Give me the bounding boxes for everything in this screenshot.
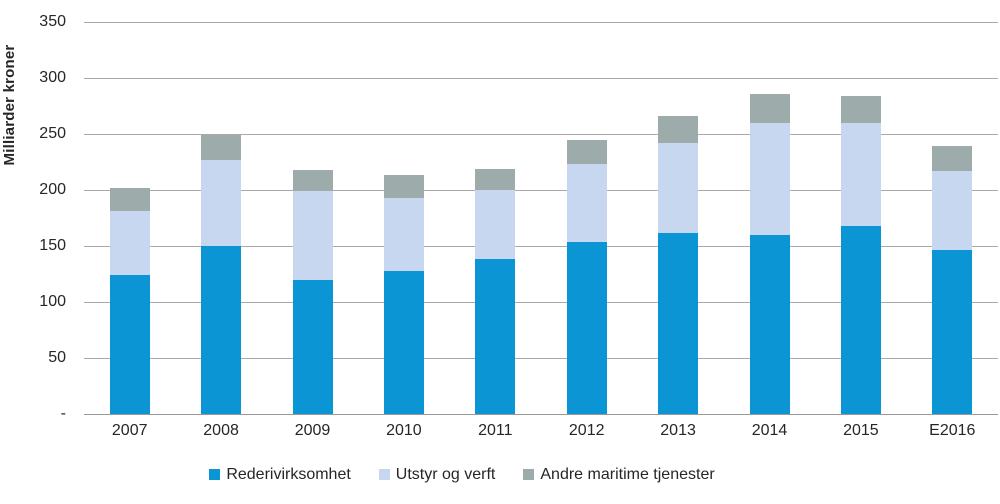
legend-swatch-icon [378, 468, 390, 480]
y-tick-label: 100 [39, 293, 66, 310]
bar-segment [658, 116, 699, 143]
bar-segment [475, 259, 516, 414]
x-axis-label: 2009 [294, 422, 331, 439]
bar-segment [840, 122, 881, 226]
plot-area [84, 21, 998, 415]
gridline [84, 357, 998, 359]
bar-segment [566, 241, 607, 414]
x-axis-label: 2015 [843, 422, 879, 439]
gridline [84, 301, 998, 303]
x-axis-label: 2010 [386, 422, 422, 439]
legend-label: Utstyr og verft [395, 466, 496, 483]
x-axis-label: 2007 [111, 422, 148, 439]
bar-segment [840, 225, 881, 414]
bar-segment [292, 169, 333, 192]
bar-segment [932, 146, 973, 171]
legend-item: Andre maritime tjenester [523, 466, 715, 484]
x-axis-label: 2013 [660, 422, 696, 439]
legend: Rederivirksomhet Utstyr og verft Andre mar… [0, 466, 962, 484]
x-axis-label: 2014 [751, 422, 788, 439]
bar-segment [475, 190, 516, 260]
x-axis-label: 2008 [203, 422, 239, 439]
bar-segment [749, 93, 790, 123]
bar-segment [292, 191, 333, 280]
bar-segment [383, 175, 424, 198]
legend-swatch-icon [209, 468, 221, 480]
bar-segment [201, 159, 242, 246]
gridline [84, 133, 998, 135]
bar-segment [109, 187, 150, 212]
bar-segment [658, 232, 699, 414]
bar-segment [475, 168, 516, 190]
bar-segment [383, 197, 424, 271]
bar-segment [109, 211, 150, 276]
bar-segment [201, 246, 242, 414]
bar-segment [932, 250, 973, 414]
legend-swatch-icon [523, 468, 535, 480]
bar-segment [566, 164, 607, 242]
gridline [84, 189, 998, 191]
bar-segment [749, 122, 790, 235]
bar-segment [566, 139, 607, 165]
gridline [84, 77, 998, 79]
y-tick-label: - [60, 405, 66, 422]
x-axis-label: 2012 [568, 422, 605, 439]
bar-segment [932, 170, 973, 251]
y-tick-label: 300 [39, 69, 66, 86]
bar-segment [383, 270, 424, 414]
bar-segment [840, 95, 881, 123]
legend-item: Rederivirksomhet [209, 466, 351, 484]
bar-segment [749, 234, 790, 414]
x-axis-line [84, 413, 998, 415]
y-tick-label: 50 [48, 349, 66, 366]
y-tick-label: 250 [39, 125, 66, 142]
y-axis-title: Milliarder kroner [1, 44, 18, 166]
bar-segment [109, 275, 150, 414]
y-tick-label: 200 [39, 181, 66, 198]
y-tick-label: 150 [39, 237, 66, 254]
gridline [84, 21, 998, 23]
legend-label: Rederivirksomhet [226, 466, 351, 483]
bar-segment [658, 142, 699, 233]
legend-item: Utstyr og verft [378, 466, 496, 484]
gridline [84, 245, 998, 247]
bar-segment [292, 279, 333, 414]
y-tick-label: 350 [39, 13, 66, 30]
legend-label: Andre maritime tjenester [540, 466, 715, 483]
x-axis-label: 2011 [478, 422, 513, 439]
bar-segment [201, 135, 242, 160]
x-axis-label: E2016 [929, 422, 976, 439]
